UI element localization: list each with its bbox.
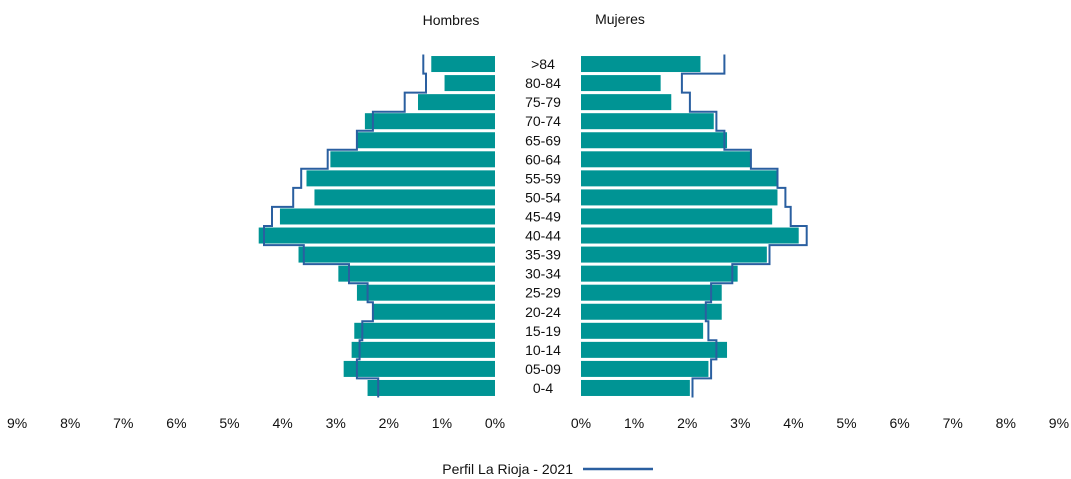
age-label-20-24: 20-24 — [525, 304, 561, 320]
tick-right-3%: 3% — [730, 415, 750, 431]
tick-left-8%: 8% — [60, 415, 80, 431]
tick-right-1%: 1% — [624, 415, 644, 431]
bar-mujeres-0-4 — [581, 379, 690, 396]
tick-right-5%: 5% — [836, 415, 856, 431]
age-label-15-19: 15-19 — [525, 323, 561, 339]
bar-hombres-50-54 — [314, 189, 495, 206]
bar-hombres-80-84 — [444, 75, 495, 92]
bar-hombres->84 — [431, 56, 495, 73]
tick-right-4%: 4% — [783, 415, 803, 431]
age-label-80-84: 80-84 — [525, 75, 561, 91]
age-label-45-49: 45-49 — [525, 208, 561, 224]
bar-hombres-25-29 — [356, 284, 495, 301]
tick-right-6%: 6% — [889, 415, 909, 431]
bar-mujeres-10-14 — [581, 341, 728, 358]
legend: Perfil La Rioja - 2021 — [442, 461, 653, 477]
age-label-30-34: 30-34 — [525, 266, 561, 282]
age-label-65-69: 65-69 — [525, 132, 561, 148]
bars-layer — [258, 56, 799, 396]
tick-right-7%: 7% — [943, 415, 963, 431]
bar-mujeres-15-19 — [581, 322, 704, 339]
tick-left-6%: 6% — [166, 415, 186, 431]
age-label-60-64: 60-64 — [525, 151, 561, 167]
bar-mujeres-70-74 — [581, 113, 714, 130]
profile-line-mujeres — [680, 54, 808, 398]
bar-mujeres-35-39 — [581, 246, 767, 263]
bar-hombres-20-24 — [372, 303, 495, 320]
bar-mujeres-25-29 — [581, 284, 722, 301]
bar-hombres-15-19 — [354, 322, 495, 339]
bar-mujeres-80-84 — [581, 75, 661, 92]
bar-mujeres-75-79 — [581, 94, 672, 111]
tick-left-0%: 0% — [485, 415, 505, 431]
age-label-55-59: 55-59 — [525, 170, 561, 186]
bar-hombres-30-34 — [338, 265, 495, 282]
bar-mujeres-40-44 — [581, 227, 799, 244]
age-label-40-44: 40-44 — [525, 228, 561, 244]
bar-mujeres-55-59 — [581, 170, 778, 187]
bar-hombres-10-14 — [351, 341, 495, 358]
age-group-labels: 0-4 05-09 10-14 15-19 20-24 25-29 30-34 35-39 40… — [525, 56, 561, 396]
age-label-05-09: 05-09 — [525, 361, 561, 377]
bar-hombres-45-49 — [279, 208, 495, 225]
age-label-25-29: 25-29 — [525, 285, 561, 301]
profile-lines-layer — [263, 54, 808, 398]
age-label-10-14: 10-14 — [525, 342, 561, 358]
bar-mujeres-60-64 — [581, 151, 751, 168]
tick-right-8%: 8% — [996, 415, 1016, 431]
bar-mujeres-50-54 — [581, 189, 778, 206]
bar-hombres-40-44 — [258, 227, 495, 244]
age-label-70-74: 70-74 — [525, 113, 561, 129]
bar-mujeres->84 — [581, 56, 701, 73]
tick-left-7%: 7% — [113, 415, 133, 431]
bar-mujeres-20-24 — [581, 303, 722, 320]
bar-hombres-60-64 — [330, 151, 495, 168]
bar-mujeres-45-49 — [581, 208, 773, 225]
bar-hombres-0-4 — [367, 379, 495, 396]
tick-left-1%: 1% — [432, 415, 452, 431]
tick-left-4%: 4% — [272, 415, 292, 431]
bar-mujeres-30-34 — [581, 265, 738, 282]
profile-line-hombres — [263, 54, 427, 398]
age-label-0-4: 0-4 — [533, 380, 553, 396]
bar-hombres-75-79 — [418, 94, 495, 111]
bar-mujeres-05-09 — [581, 360, 709, 377]
tick-left-2%: 2% — [379, 415, 399, 431]
legend-label: Perfil La Rioja - 2021 — [442, 461, 573, 477]
bar-hombres-70-74 — [364, 113, 495, 130]
tick-left-9%: 9% — [7, 415, 27, 431]
bar-hombres-55-59 — [306, 170, 495, 187]
bar-mujeres-65-69 — [581, 132, 728, 149]
panel-title-mujeres: Mujeres — [595, 11, 645, 27]
age-label-75-79: 75-79 — [525, 94, 561, 110]
tick-right-0%: 0% — [571, 415, 591, 431]
panel-title-hombres: Hombres — [423, 12, 480, 28]
x-axis-ticks: 0% 0% 1% 1% 2% 2% 3% 3% 4% 4% 5% 5% 6% 6% 7% 7% 8% 8% 9% 9% — [7, 415, 1069, 431]
age-label-50-54: 50-54 — [525, 189, 561, 205]
age-label-35-39: 35-39 — [525, 247, 561, 263]
age-label->84: >84 — [531, 56, 555, 72]
tick-left-5%: 5% — [219, 415, 239, 431]
bar-hombres-05-09 — [343, 360, 495, 377]
bar-hombres-65-69 — [356, 132, 495, 149]
tick-right-9%: 9% — [1049, 415, 1069, 431]
bar-hombres-35-39 — [298, 246, 495, 263]
tick-left-3%: 3% — [326, 415, 346, 431]
tick-right-2%: 2% — [677, 415, 697, 431]
